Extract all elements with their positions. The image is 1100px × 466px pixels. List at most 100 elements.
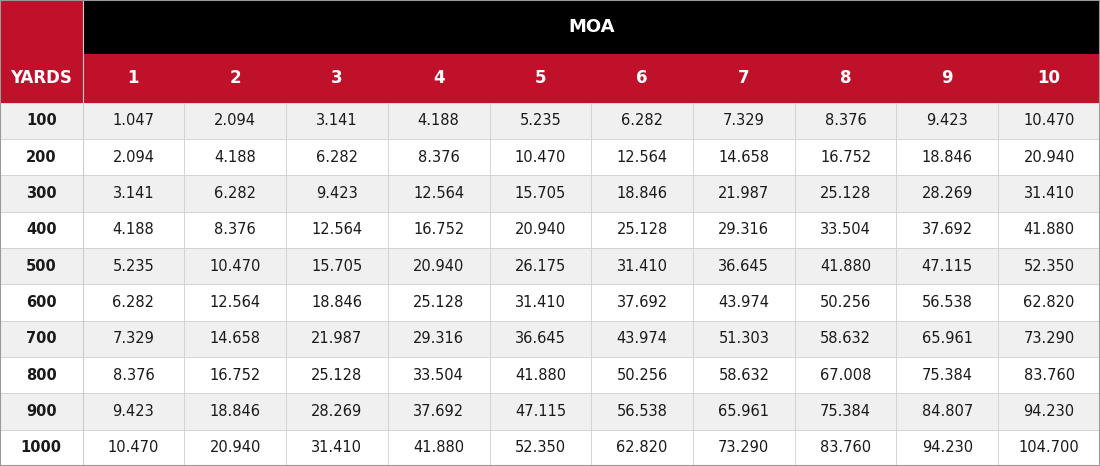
Bar — [794, 139, 896, 175]
Text: 73.290: 73.290 — [718, 440, 770, 455]
Text: 12.564: 12.564 — [311, 222, 362, 237]
Bar — [693, 212, 794, 248]
Text: 1.047: 1.047 — [112, 113, 154, 128]
Bar — [387, 175, 490, 212]
Text: 10.470: 10.470 — [108, 440, 159, 455]
Text: 9.423: 9.423 — [926, 113, 968, 128]
Bar — [0, 284, 82, 321]
Bar — [82, 212, 185, 248]
Text: 4.188: 4.188 — [418, 113, 460, 128]
Text: 6: 6 — [637, 69, 648, 87]
Text: 37.692: 37.692 — [617, 295, 668, 310]
Text: 6.282: 6.282 — [621, 113, 663, 128]
Text: 15.705: 15.705 — [515, 186, 566, 201]
Text: 4.188: 4.188 — [112, 222, 154, 237]
Bar — [592, 430, 693, 466]
Bar — [286, 139, 387, 175]
Text: 2: 2 — [229, 69, 241, 87]
Text: 7: 7 — [738, 69, 750, 87]
Bar — [999, 175, 1100, 212]
Bar — [592, 357, 693, 393]
Bar — [82, 175, 185, 212]
Text: 58.632: 58.632 — [718, 368, 769, 383]
Text: 3: 3 — [331, 69, 343, 87]
Bar — [490, 139, 592, 175]
Text: 900: 900 — [26, 404, 56, 419]
Bar — [82, 248, 185, 284]
Text: 400: 400 — [26, 222, 56, 237]
Text: 3.141: 3.141 — [112, 186, 154, 201]
Text: 16.752: 16.752 — [820, 150, 871, 164]
Text: 41.880: 41.880 — [1024, 222, 1075, 237]
Bar — [82, 393, 185, 430]
Bar — [82, 139, 185, 175]
Text: 5.235: 5.235 — [519, 113, 561, 128]
Bar — [896, 139, 998, 175]
Bar — [184, 430, 286, 466]
Text: 31.410: 31.410 — [311, 440, 362, 455]
Bar — [387, 357, 490, 393]
Bar — [693, 103, 794, 139]
Bar — [693, 139, 794, 175]
Bar — [286, 430, 387, 466]
Text: 20.940: 20.940 — [412, 259, 464, 274]
Text: 20.940: 20.940 — [1023, 150, 1075, 164]
Bar — [592, 321, 693, 357]
Bar — [0, 357, 82, 393]
Bar — [184, 357, 286, 393]
Text: 28.269: 28.269 — [311, 404, 363, 419]
Bar — [0, 212, 82, 248]
Bar — [592, 212, 693, 248]
Bar — [794, 393, 896, 430]
Text: 83.760: 83.760 — [1024, 368, 1075, 383]
Text: 47.115: 47.115 — [515, 404, 565, 419]
Bar — [693, 175, 794, 212]
Text: 50.256: 50.256 — [820, 295, 871, 310]
Text: 8.376: 8.376 — [214, 222, 256, 237]
Text: YARDS: YARDS — [10, 69, 73, 87]
Bar — [999, 248, 1100, 284]
Bar — [490, 357, 592, 393]
Bar — [82, 0, 1100, 54]
Text: 8: 8 — [840, 69, 851, 87]
Text: 2.094: 2.094 — [214, 113, 256, 128]
Bar — [387, 248, 490, 284]
Text: 21.987: 21.987 — [311, 331, 363, 346]
Text: 47.115: 47.115 — [922, 259, 972, 274]
Bar — [0, 0, 82, 54]
Bar — [490, 430, 592, 466]
Bar — [184, 212, 286, 248]
Bar — [896, 284, 998, 321]
Text: 36.645: 36.645 — [515, 331, 565, 346]
Bar — [999, 357, 1100, 393]
Bar — [592, 248, 693, 284]
Text: 8.376: 8.376 — [112, 368, 154, 383]
Text: 58.632: 58.632 — [821, 331, 871, 346]
Text: 8.376: 8.376 — [825, 113, 867, 128]
Text: 84.807: 84.807 — [922, 404, 974, 419]
Bar — [82, 430, 185, 466]
Text: 300: 300 — [26, 186, 56, 201]
Bar — [592, 393, 693, 430]
Text: 29.316: 29.316 — [414, 331, 464, 346]
Text: 31.410: 31.410 — [1024, 186, 1075, 201]
Text: 1000: 1000 — [21, 440, 62, 455]
Bar — [286, 212, 387, 248]
Bar — [592, 284, 693, 321]
Bar — [999, 393, 1100, 430]
Bar — [794, 248, 896, 284]
Bar — [999, 212, 1100, 248]
Text: 94.230: 94.230 — [922, 440, 972, 455]
Text: 3.141: 3.141 — [316, 113, 358, 128]
Text: 7.329: 7.329 — [112, 331, 154, 346]
Text: 12.564: 12.564 — [414, 186, 464, 201]
Text: 37.692: 37.692 — [414, 404, 464, 419]
Text: 20.940: 20.940 — [515, 222, 566, 237]
Bar — [693, 248, 794, 284]
Bar — [184, 321, 286, 357]
Bar — [0, 54, 82, 103]
Text: 28.269: 28.269 — [922, 186, 974, 201]
Bar — [0, 175, 82, 212]
Text: 56.538: 56.538 — [617, 404, 668, 419]
Bar — [490, 321, 592, 357]
